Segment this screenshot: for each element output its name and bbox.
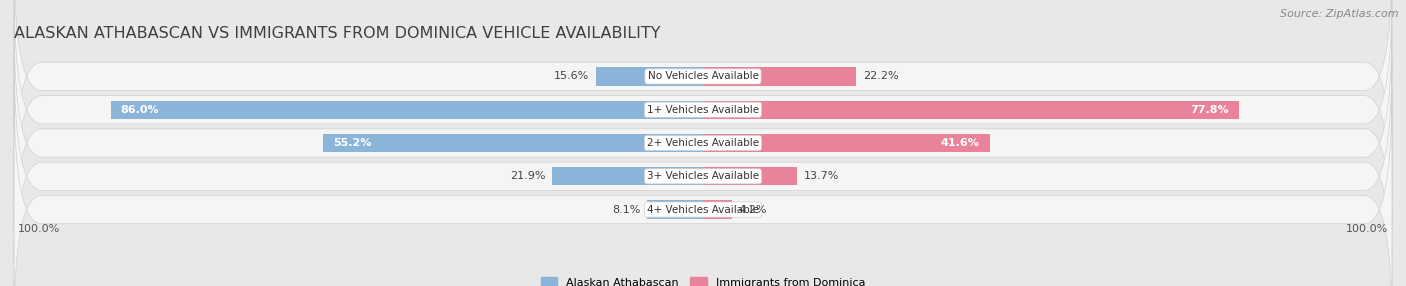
Text: 3+ Vehicles Available: 3+ Vehicles Available: [647, 171, 759, 181]
Text: 86.0%: 86.0%: [121, 105, 159, 115]
Bar: [703, 67, 856, 86]
Text: 4+ Vehicles Available: 4+ Vehicles Available: [647, 204, 759, 214]
Bar: [703, 101, 1239, 119]
FancyBboxPatch shape: [14, 0, 1392, 195]
Text: 15.6%: 15.6%: [554, 72, 589, 82]
Text: 22.2%: 22.2%: [863, 72, 898, 82]
Text: 100.0%: 100.0%: [1347, 224, 1389, 234]
FancyBboxPatch shape: [14, 24, 1392, 262]
Text: 41.6%: 41.6%: [941, 138, 979, 148]
Text: 77.8%: 77.8%: [1189, 105, 1229, 115]
Bar: [596, 67, 703, 86]
Bar: [703, 167, 797, 185]
Bar: [111, 101, 703, 119]
Text: 100.0%: 100.0%: [17, 224, 59, 234]
FancyBboxPatch shape: [14, 0, 1392, 229]
FancyBboxPatch shape: [14, 57, 1392, 286]
Bar: [703, 134, 990, 152]
Bar: [323, 134, 703, 152]
Text: No Vehicles Available: No Vehicles Available: [648, 72, 758, 82]
Legend: Alaskan Athabascan, Immigrants from Dominica: Alaskan Athabascan, Immigrants from Domi…: [541, 277, 865, 286]
Text: Source: ZipAtlas.com: Source: ZipAtlas.com: [1281, 9, 1399, 19]
Text: 55.2%: 55.2%: [333, 138, 371, 148]
Bar: [553, 167, 703, 185]
Text: 13.7%: 13.7%: [804, 171, 839, 181]
Text: 1+ Vehicles Available: 1+ Vehicles Available: [647, 105, 759, 115]
Text: 8.1%: 8.1%: [612, 204, 640, 214]
Bar: [647, 200, 703, 219]
Text: 2+ Vehicles Available: 2+ Vehicles Available: [647, 138, 759, 148]
Text: ALASKAN ATHABASCAN VS IMMIGRANTS FROM DOMINICA VEHICLE AVAILABILITY: ALASKAN ATHABASCAN VS IMMIGRANTS FROM DO…: [14, 27, 661, 41]
Text: 4.2%: 4.2%: [738, 204, 768, 214]
Text: 21.9%: 21.9%: [510, 171, 546, 181]
FancyBboxPatch shape: [14, 91, 1392, 286]
Bar: [703, 200, 733, 219]
